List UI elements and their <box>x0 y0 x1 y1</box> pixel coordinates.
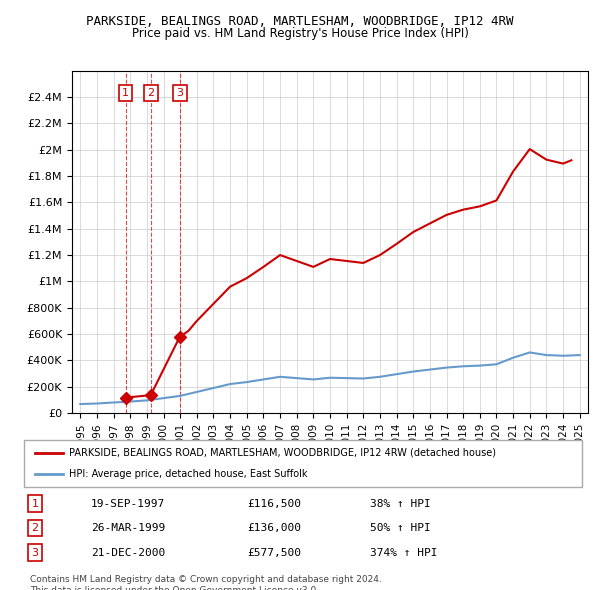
Text: 2: 2 <box>32 523 39 533</box>
Text: £577,500: £577,500 <box>247 548 301 558</box>
Text: 1: 1 <box>32 499 38 509</box>
Text: 19-SEP-1997: 19-SEP-1997 <box>91 499 165 509</box>
Text: PARKSIDE, BEALINGS ROAD, MARTLESHAM, WOODBRIDGE, IP12 4RW (detached house): PARKSIDE, BEALINGS ROAD, MARTLESHAM, WOO… <box>68 448 496 458</box>
Text: Contains HM Land Registry data © Crown copyright and database right 2024.
This d: Contains HM Land Registry data © Crown c… <box>30 575 382 590</box>
Text: 1: 1 <box>122 88 129 98</box>
Text: 26-MAR-1999: 26-MAR-1999 <box>91 523 165 533</box>
Text: HPI: Average price, detached house, East Suffolk: HPI: Average price, detached house, East… <box>68 468 307 478</box>
Text: Price paid vs. HM Land Registry's House Price Index (HPI): Price paid vs. HM Land Registry's House … <box>131 27 469 40</box>
Text: 3: 3 <box>32 548 38 558</box>
Text: £116,500: £116,500 <box>247 499 301 509</box>
Text: PARKSIDE, BEALINGS ROAD, MARTLESHAM, WOODBRIDGE, IP12 4RW: PARKSIDE, BEALINGS ROAD, MARTLESHAM, WOO… <box>86 15 514 28</box>
Text: 2: 2 <box>147 88 154 98</box>
Text: 374% ↑ HPI: 374% ↑ HPI <box>370 548 437 558</box>
Text: 3: 3 <box>176 88 183 98</box>
Text: 38% ↑ HPI: 38% ↑ HPI <box>370 499 431 509</box>
Text: 50% ↑ HPI: 50% ↑ HPI <box>370 523 431 533</box>
Text: £136,000: £136,000 <box>247 523 301 533</box>
Text: 21-DEC-2000: 21-DEC-2000 <box>91 548 165 558</box>
FancyBboxPatch shape <box>24 440 582 487</box>
